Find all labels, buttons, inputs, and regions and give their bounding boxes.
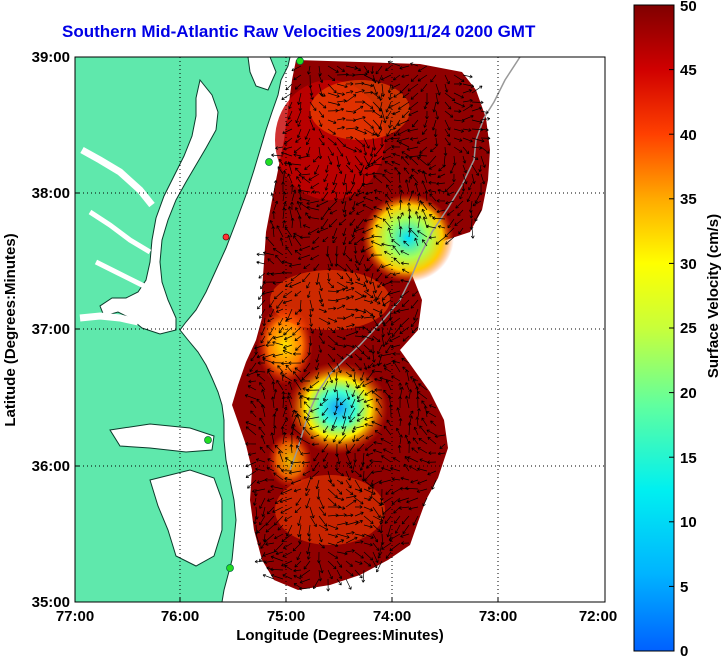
velocity-vectors — [244, 60, 491, 592]
radar-site-marker — [296, 57, 304, 65]
james-river — [79, 312, 139, 326]
radar-site-marker — [226, 564, 234, 572]
radar-site-marker — [204, 436, 212, 444]
rappahannock-river — [88, 209, 152, 255]
colorbar-tick-label: 5 — [680, 579, 688, 596]
x-tick-label: 73:00 — [479, 608, 517, 625]
vector-arrow-set — [244, 60, 491, 592]
delaware-bay — [247, 57, 277, 91]
colorbar-tick-label: 45 — [680, 62, 697, 79]
pamlico-sound — [149, 469, 223, 567]
y-axis-label: Latitude (Degrees:Minutes) — [2, 233, 19, 426]
colorbar-tick-label: 30 — [680, 256, 697, 273]
colorbar-label: Surface Velocity (cm/s) — [705, 214, 722, 378]
radar-site-marker — [265, 158, 273, 166]
colorbar-tick-label: 15 — [680, 450, 697, 467]
x-tick-label: 74:00 — [373, 608, 411, 625]
speed-patch-southern-yellow — [268, 432, 312, 488]
colorbar-ticks — [669, 4, 674, 652]
y-tick-label: 36:00 — [32, 458, 70, 475]
colorbar-tick-label: 25 — [680, 320, 697, 337]
x-tick-label: 75:00 — [267, 608, 305, 625]
land-area — [75, 57, 291, 602]
colorbar-tick-label: 20 — [680, 385, 697, 402]
y-tick-label: 38:00 — [32, 185, 70, 202]
x-tick-label: 72:00 — [579, 608, 617, 625]
york-river — [94, 259, 154, 293]
speed-patch-low-north — [362, 194, 454, 282]
potomac-river — [80, 146, 155, 208]
y-tick-label: 35:00 — [32, 594, 70, 611]
y-tick-label: 37:00 — [32, 321, 70, 338]
speed-patch-southern-orange — [275, 475, 385, 545]
shelf-isobath — [289, 57, 521, 471]
tick-marks — [74, 56, 606, 603]
radar-site-marker — [222, 233, 230, 241]
y-tick-label: 39:00 — [32, 49, 70, 66]
colorbar-tick-label: 10 — [680, 514, 697, 531]
colorbar-tick-label: 0 — [680, 643, 688, 659]
colorbar-tick-label: 35 — [680, 191, 697, 208]
colorbar-tick-label: 50 — [680, 0, 697, 15]
x-axis-label: Longitude (Degrees:Minutes) — [236, 627, 444, 644]
x-tick-label: 77:00 — [56, 608, 94, 625]
colorbar — [633, 4, 675, 652]
colorbar-tick-label: 40 — [680, 127, 697, 144]
grid-lines — [75, 57, 605, 602]
x-tick-label: 76:00 — [161, 608, 199, 625]
map-title: Southern Mid-Atlantic Raw Velocities 200… — [62, 22, 536, 41]
albemarle-sound — [109, 423, 215, 453]
